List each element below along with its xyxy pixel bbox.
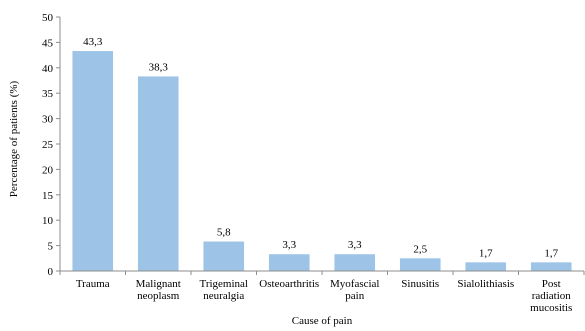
y-tick-label: 15: [42, 190, 54, 202]
data-label: 2,5: [413, 243, 427, 255]
y-tick-label: 50: [42, 12, 54, 24]
data-label: 43,3: [83, 36, 103, 48]
y-tick-label: 25: [42, 139, 54, 151]
y-axis-title: Percentage of patients (%): [8, 80, 20, 197]
bar: [268, 254, 310, 271]
y-tick-label: 30: [42, 114, 54, 126]
y-tick-label: 0: [48, 266, 54, 278]
x-tick-label: Sinusitis: [401, 278, 439, 290]
x-tick-label: Myofascial pain: [330, 278, 379, 302]
x-tick-label: Sialolithiasis: [457, 278, 514, 290]
y-tick-label: 35: [42, 88, 54, 100]
y-tick-label: 45: [42, 37, 54, 49]
data-label: 3,3: [282, 239, 296, 251]
data-label: 3,3: [348, 239, 362, 251]
bar: [72, 51, 114, 272]
bar: [334, 254, 376, 271]
data-label: 1,7: [544, 247, 558, 259]
y-tick-label: 10: [42, 215, 54, 227]
bar: [399, 258, 441, 271]
x-axis: Trauma Malignant neoplasm Trigeminal neuralg…: [59, 270, 585, 314]
data-label: 38,3: [149, 61, 169, 73]
y-tick-label: 40: [42, 63, 54, 75]
y-tick-label: 20: [42, 164, 54, 176]
bar: [137, 76, 179, 271]
x-tick-label: Trauma: [76, 278, 110, 290]
x-tick-label: Osteoarthritis: [259, 278, 319, 290]
y-axis: 0 5 10 15 20 25 30 35 40 45 50: [42, 12, 61, 278]
y-tick-label: 5: [48, 241, 54, 253]
bar: [465, 262, 507, 271]
bar: [203, 241, 245, 271]
x-tick-label: Trigeminal neuralgia: [200, 278, 249, 302]
x-tick-label: Post radiation mucositis: [530, 278, 572, 314]
bars: 43,3 38,3 5,8 3,3 3,3 2,5 1,7 1,7: [72, 36, 572, 272]
data-label: 1,7: [479, 247, 493, 259]
bar: [530, 262, 572, 271]
x-axis-title: Cause of pain: [292, 315, 353, 327]
x-tick-label: Malignant neoplasm: [136, 278, 181, 302]
data-label: 5,8: [217, 227, 231, 239]
